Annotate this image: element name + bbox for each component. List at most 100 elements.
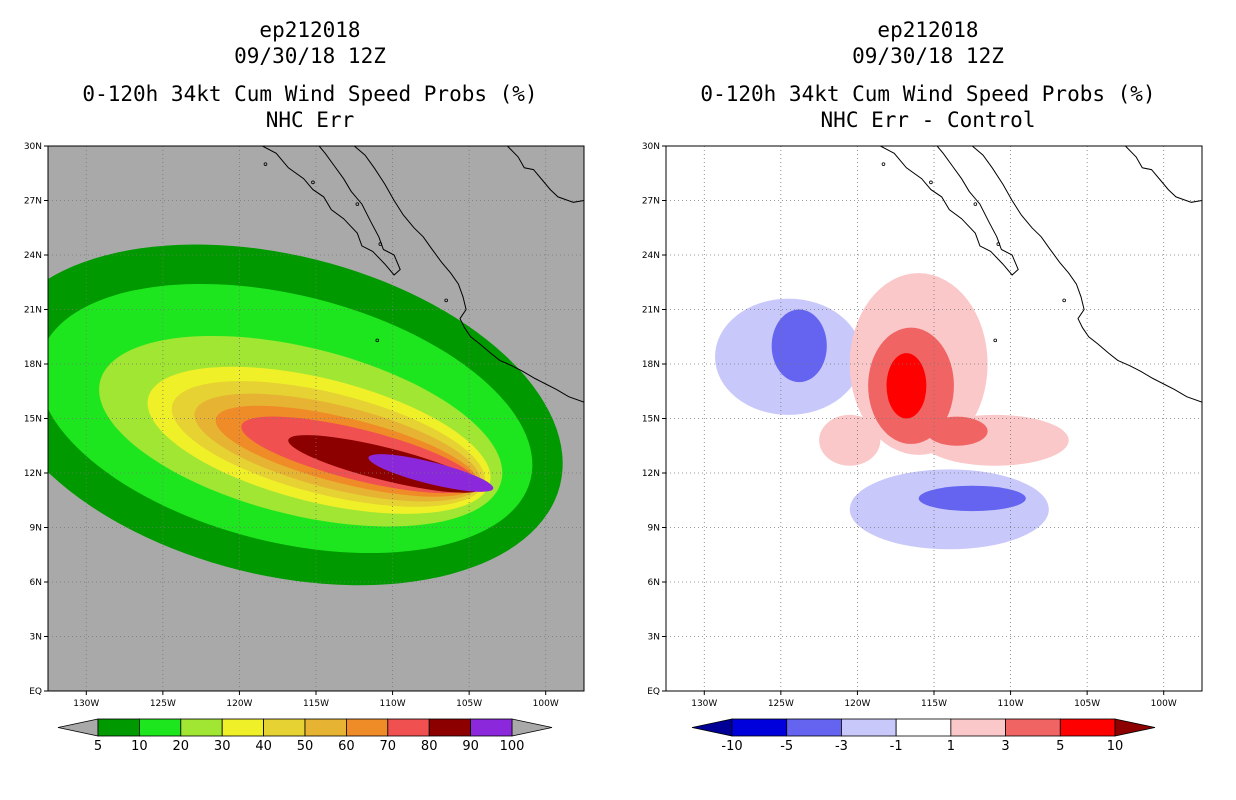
left-ytick-label-0: EQ bbox=[29, 687, 42, 697]
left-island-5 bbox=[375, 338, 380, 343]
left-island-1 bbox=[311, 180, 315, 185]
left-colorbar-swatch-1 bbox=[138, 718, 182, 737]
left-ytick-label-7: 21N bbox=[24, 306, 42, 316]
right-contour-6 bbox=[819, 414, 881, 466]
left-xtick-label-4: 110W bbox=[380, 699, 406, 709]
right-ytick-label-10: 30N bbox=[642, 142, 660, 152]
left-colorbar-label-9: 90 bbox=[462, 739, 479, 754]
left-title-line-2: 09/30/18 12Z bbox=[234, 44, 386, 68]
left-xtick-label-0: 130W bbox=[73, 699, 99, 709]
left-colorbar-label-7: 70 bbox=[380, 739, 397, 754]
right-contour-3 bbox=[918, 485, 1026, 512]
left-ytick-label-8: 24N bbox=[24, 251, 42, 261]
left-xtick-label-1: 125W bbox=[150, 699, 176, 709]
right-title-line-3: 0-120h 34kt Cum Wind Speed Probs (%) bbox=[700, 82, 1156, 106]
right-ytick-label-5: 15N bbox=[642, 415, 660, 425]
right-xtick-label-6: 100W bbox=[1151, 699, 1177, 709]
left-coast-segment-1 bbox=[353, 146, 584, 403]
right-colorbar-swatch-1 bbox=[786, 718, 842, 737]
left-ytick-label-1: 3N bbox=[30, 633, 42, 643]
left-colorbar-swatch-8 bbox=[428, 718, 472, 737]
right-colorbar-swatch-5 bbox=[1005, 718, 1061, 737]
left-colorbar-label-8: 80 bbox=[421, 739, 438, 754]
left-ytick-label-4: 12N bbox=[24, 469, 42, 479]
right-colorbar-swatch-0 bbox=[731, 718, 788, 737]
left-colorbar-over-arrow bbox=[511, 718, 553, 737]
right-colorbar-label-6: 5 bbox=[1056, 739, 1064, 754]
left-ytick-label-2: 6N bbox=[30, 578, 42, 588]
left-coast-segment-0 bbox=[262, 146, 401, 276]
right-coast-segment-2 bbox=[1125, 146, 1202, 203]
left-colorbar-swatch-4 bbox=[263, 718, 306, 737]
right-colorbar-label-3: -1 bbox=[890, 739, 903, 754]
right-xtick-label-0: 130W bbox=[691, 699, 717, 709]
left-ytick-label-3: 9N bbox=[30, 524, 42, 534]
left-ytick-label-9: 27N bbox=[24, 197, 42, 207]
left-colorbar-label-5: 50 bbox=[297, 739, 314, 754]
right-ytick-label-7: 21N bbox=[642, 306, 660, 316]
right-island-5 bbox=[993, 338, 998, 343]
left-colorbar-swatch-3 bbox=[221, 718, 264, 737]
right-contour-1 bbox=[771, 309, 827, 383]
right-colorbar-label-2: -3 bbox=[835, 739, 848, 754]
left-island-2 bbox=[355, 202, 360, 206]
left-colorbar-label-0: 5 bbox=[94, 739, 102, 754]
right-colorbar-under-arrow bbox=[691, 718, 733, 737]
right-map-panel: 130W 125W 120W 115W 110W 105W 100W EQ 3N 6N 9N 12N 1… bbox=[642, 142, 1203, 709]
left-map-panel: 130W 125W 120W 115W 110W 105W 100W EQ 3N 6N 9N 12N 1… bbox=[24, 142, 585, 709]
right-colorbar-label-1: -5 bbox=[780, 739, 793, 754]
left-ytick-label-10: 30N bbox=[24, 142, 42, 152]
left-ytick-label-5: 15N bbox=[24, 415, 42, 425]
left-colorbar-label-1: 10 bbox=[131, 739, 148, 754]
left-xtick-label-3: 115W bbox=[303, 699, 329, 709]
left-colorbar-swatch-5 bbox=[304, 718, 347, 737]
left-colorbar-label-4: 40 bbox=[255, 739, 272, 754]
left-colorbar-label-6: 60 bbox=[338, 739, 355, 754]
left-xtick-label-5: 105W bbox=[456, 699, 482, 709]
left-ytick-label-6: 18N bbox=[24, 360, 42, 370]
left-island-0 bbox=[263, 162, 268, 166]
right-colorbar-over-arrow bbox=[1114, 718, 1156, 737]
right-ytick-label-6: 18N bbox=[642, 360, 660, 370]
right-colorbar-swatch-3 bbox=[895, 718, 952, 737]
left-colorbar: 5 10 20 30 40 50 60 70 80 90 100 bbox=[57, 718, 553, 754]
right-title-line-1: ep212018 bbox=[877, 18, 979, 42]
left-coastline bbox=[262, 146, 584, 403]
left-xtick-label-2: 120W bbox=[226, 699, 252, 709]
right-colorbar-swatch-4 bbox=[950, 718, 1006, 737]
right-xtick-label-1: 125W bbox=[768, 699, 794, 709]
right-colorbar-label-4: 1 bbox=[947, 739, 955, 754]
right-island-0 bbox=[881, 162, 886, 166]
left-colorbar-swatch-9 bbox=[470, 718, 513, 737]
left-colorbar-under-arrow bbox=[57, 718, 99, 737]
left-colorbar-label-3: 30 bbox=[214, 739, 231, 754]
left-colorbar-swatch-2 bbox=[180, 718, 223, 737]
left-colorbar-swatch-7 bbox=[387, 718, 430, 737]
left-title: ep212018 09/30/18 12Z 0-120h 34kt Cum Wi… bbox=[50, 17, 570, 133]
right-colorbar-label-7: 10 bbox=[1107, 739, 1124, 754]
right-title: ep212018 09/30/18 12Z 0-120h 34kt Cum Wi… bbox=[668, 17, 1188, 133]
right-ytick-label-4: 12N bbox=[642, 469, 660, 479]
right-contour-9 bbox=[886, 353, 927, 419]
right-xtick-label-3: 115W bbox=[921, 699, 947, 709]
left-colorbar-swatch-0 bbox=[97, 718, 140, 737]
right-coastline bbox=[880, 146, 1202, 403]
left-colorbar-label-2: 20 bbox=[173, 739, 190, 754]
left-field-layer bbox=[48, 244, 563, 586]
right-coast-segment-1 bbox=[971, 146, 1202, 403]
right-ytick-label-3: 9N bbox=[648, 524, 660, 534]
left-colorbar-label-10: 100 bbox=[500, 739, 525, 754]
left-title-line-4: NHC Err bbox=[265, 108, 355, 132]
right-ytick-label-1: 3N bbox=[648, 633, 660, 643]
right-title-line-2: 09/30/18 12Z bbox=[852, 44, 1004, 68]
right-island-2 bbox=[973, 202, 978, 206]
right-colorbar-swatch-2 bbox=[841, 718, 897, 737]
right-xtick-label-4: 110W bbox=[998, 699, 1024, 709]
right-island-3 bbox=[996, 242, 1001, 246]
right-xtick-label-5: 105W bbox=[1074, 699, 1100, 709]
right-island-4 bbox=[1062, 298, 1066, 303]
left-coast-segment-2 bbox=[507, 146, 584, 203]
left-colorbar-swatch-6 bbox=[345, 718, 389, 737]
right-ytick-label-2: 6N bbox=[648, 578, 660, 588]
